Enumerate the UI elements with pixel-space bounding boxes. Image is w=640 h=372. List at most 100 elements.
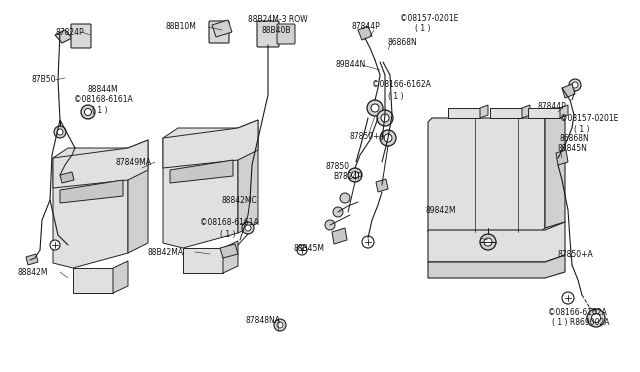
Polygon shape xyxy=(53,148,128,268)
Text: 87850+A: 87850+A xyxy=(558,250,594,259)
Text: ©08166-6162A: ©08166-6162A xyxy=(372,80,431,89)
Polygon shape xyxy=(163,120,258,168)
FancyBboxPatch shape xyxy=(257,21,279,47)
Circle shape xyxy=(569,79,581,91)
Text: 88844M: 88844M xyxy=(88,85,118,94)
Circle shape xyxy=(325,220,335,230)
Text: ( 1 ): ( 1 ) xyxy=(574,125,589,134)
Text: 87844P: 87844P xyxy=(538,102,567,111)
Polygon shape xyxy=(60,172,74,183)
Text: 88842M: 88842M xyxy=(18,268,49,277)
Circle shape xyxy=(591,314,600,323)
Circle shape xyxy=(348,168,362,182)
Polygon shape xyxy=(26,254,38,265)
Polygon shape xyxy=(55,30,72,43)
Text: 89B44N: 89B44N xyxy=(336,60,366,69)
Polygon shape xyxy=(428,222,565,262)
Polygon shape xyxy=(522,105,530,118)
Text: 87844P: 87844P xyxy=(352,22,381,31)
Circle shape xyxy=(362,236,374,248)
Polygon shape xyxy=(163,128,238,248)
Text: ©08157-0201E: ©08157-0201E xyxy=(400,14,458,23)
Circle shape xyxy=(277,322,283,328)
Polygon shape xyxy=(556,150,568,165)
Text: 89842M: 89842M xyxy=(425,206,456,215)
Circle shape xyxy=(54,126,66,138)
Text: 88842MC: 88842MC xyxy=(222,196,258,205)
Polygon shape xyxy=(428,255,565,278)
Polygon shape xyxy=(560,105,568,118)
Circle shape xyxy=(484,238,492,246)
Circle shape xyxy=(380,130,396,146)
Polygon shape xyxy=(128,140,148,253)
Circle shape xyxy=(384,134,392,142)
Text: 87850: 87850 xyxy=(325,162,349,171)
Polygon shape xyxy=(490,108,522,118)
Circle shape xyxy=(242,222,254,234)
Circle shape xyxy=(367,100,383,116)
Polygon shape xyxy=(170,160,233,183)
Polygon shape xyxy=(220,244,238,258)
Circle shape xyxy=(381,114,389,122)
Text: 87B50: 87B50 xyxy=(32,75,56,84)
Circle shape xyxy=(480,234,496,250)
Polygon shape xyxy=(73,268,113,293)
Circle shape xyxy=(84,109,92,115)
Text: ( 1 ): ( 1 ) xyxy=(92,106,108,115)
Polygon shape xyxy=(53,140,148,188)
Polygon shape xyxy=(562,84,575,98)
Polygon shape xyxy=(183,248,223,273)
Text: ©08168-6161A: ©08168-6161A xyxy=(200,218,259,227)
Circle shape xyxy=(81,105,95,119)
Circle shape xyxy=(351,171,358,179)
Circle shape xyxy=(297,245,307,255)
Polygon shape xyxy=(60,180,123,203)
Circle shape xyxy=(274,319,286,331)
Polygon shape xyxy=(428,118,545,232)
Circle shape xyxy=(587,309,605,327)
Polygon shape xyxy=(358,26,372,40)
Circle shape xyxy=(245,225,251,231)
Text: 87849MA: 87849MA xyxy=(115,158,151,167)
Polygon shape xyxy=(545,110,565,228)
Circle shape xyxy=(377,110,393,126)
Polygon shape xyxy=(238,120,258,233)
Text: 89845N: 89845N xyxy=(558,144,588,153)
Text: 88B45M: 88B45M xyxy=(294,244,325,253)
Polygon shape xyxy=(448,108,480,118)
Circle shape xyxy=(340,193,350,203)
Circle shape xyxy=(371,104,379,112)
FancyBboxPatch shape xyxy=(71,24,91,48)
Text: ( 1 ): ( 1 ) xyxy=(415,24,431,33)
Text: ( 1 ): ( 1 ) xyxy=(220,230,236,239)
Polygon shape xyxy=(480,105,488,118)
Text: 86868N: 86868N xyxy=(560,134,589,143)
Polygon shape xyxy=(528,108,560,118)
Text: 88B24M-3 ROW: 88B24M-3 ROW xyxy=(248,15,308,24)
FancyBboxPatch shape xyxy=(277,24,295,44)
Text: 86868N: 86868N xyxy=(388,38,418,47)
Polygon shape xyxy=(376,179,388,192)
Text: 87850+A: 87850+A xyxy=(350,132,386,141)
Text: ©08166-6162A: ©08166-6162A xyxy=(548,308,607,317)
Circle shape xyxy=(562,292,574,304)
Text: ©08168-6161A: ©08168-6161A xyxy=(74,95,132,104)
Text: 88B10M: 88B10M xyxy=(165,22,196,31)
FancyBboxPatch shape xyxy=(209,21,229,43)
Polygon shape xyxy=(223,241,238,273)
Circle shape xyxy=(50,240,60,250)
Polygon shape xyxy=(332,228,347,244)
Text: ( 1 ): ( 1 ) xyxy=(388,92,403,101)
Text: 87824P: 87824P xyxy=(56,28,84,37)
Polygon shape xyxy=(113,261,128,293)
Text: 88B42MA: 88B42MA xyxy=(148,248,184,257)
Polygon shape xyxy=(212,20,232,37)
Text: 88B40B: 88B40B xyxy=(262,26,291,35)
Circle shape xyxy=(572,82,578,88)
Circle shape xyxy=(57,129,63,135)
Text: ( 1 ) R869002A: ( 1 ) R869002A xyxy=(552,318,609,327)
Text: 87848NA: 87848NA xyxy=(246,316,281,325)
Text: ©08157-0201E: ©08157-0201E xyxy=(560,114,618,123)
Text: B7824P: B7824P xyxy=(333,172,362,181)
Circle shape xyxy=(333,207,343,217)
